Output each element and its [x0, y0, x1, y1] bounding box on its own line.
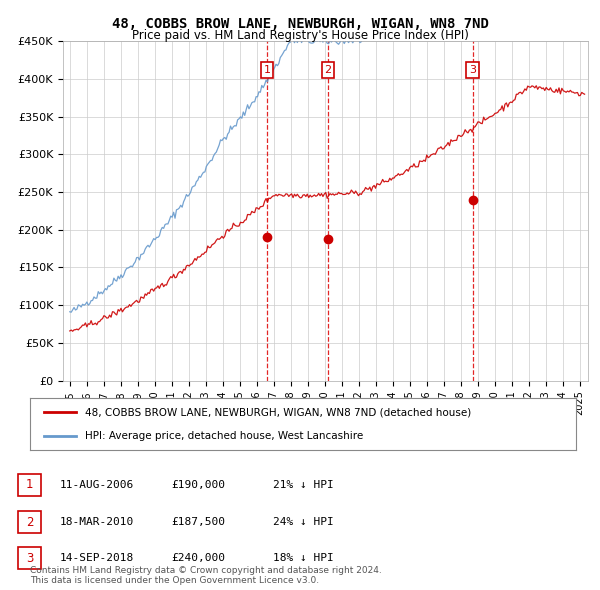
Text: 18-MAR-2010: 18-MAR-2010 [60, 517, 134, 527]
Text: Contains HM Land Registry data © Crown copyright and database right 2024.
This d: Contains HM Land Registry data © Crown c… [30, 566, 382, 585]
Text: 48, COBBS BROW LANE, NEWBURGH, WIGAN, WN8 7ND: 48, COBBS BROW LANE, NEWBURGH, WIGAN, WN… [112, 17, 488, 31]
Text: £187,500: £187,500 [171, 517, 225, 527]
Text: 3: 3 [26, 552, 33, 565]
Text: 2: 2 [325, 65, 332, 75]
Text: 18% ↓ HPI: 18% ↓ HPI [273, 553, 334, 563]
Text: 14-SEP-2018: 14-SEP-2018 [60, 553, 134, 563]
Text: £240,000: £240,000 [171, 553, 225, 563]
Text: £190,000: £190,000 [171, 480, 225, 490]
Text: HPI: Average price, detached house, West Lancashire: HPI: Average price, detached house, West… [85, 431, 363, 441]
Text: 3: 3 [469, 65, 476, 75]
Text: 1: 1 [263, 65, 271, 75]
Text: Price paid vs. HM Land Registry's House Price Index (HPI): Price paid vs. HM Land Registry's House … [131, 30, 469, 42]
Text: 24% ↓ HPI: 24% ↓ HPI [273, 517, 334, 527]
Text: 21% ↓ HPI: 21% ↓ HPI [273, 480, 334, 490]
Text: 2: 2 [26, 516, 33, 529]
Text: 1: 1 [26, 478, 33, 491]
Text: 48, COBBS BROW LANE, NEWBURGH, WIGAN, WN8 7ND (detached house): 48, COBBS BROW LANE, NEWBURGH, WIGAN, WN… [85, 407, 471, 417]
Text: 11-AUG-2006: 11-AUG-2006 [60, 480, 134, 490]
